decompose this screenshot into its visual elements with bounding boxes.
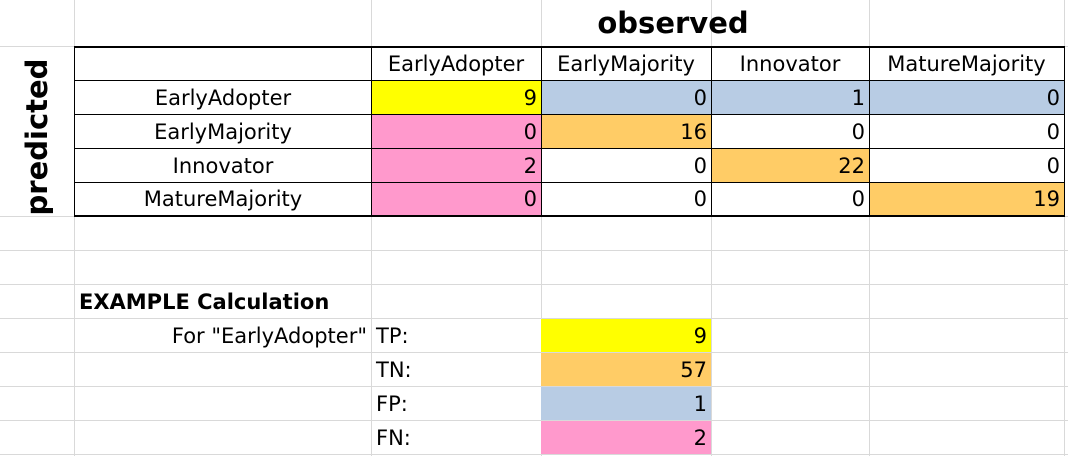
row-label-maturemajority[interactable]: MatureMajority	[143, 187, 303, 211]
matrix-fill-tp	[371, 81, 541, 115]
matrix-cell[interactable]: 0	[693, 153, 707, 178]
example-for-label[interactable]: For "EarlyAdopter"	[171, 323, 367, 348]
matrix-cell[interactable]: 19	[1033, 187, 1060, 211]
table-border	[869, 46, 870, 217]
column-header-maturemajority[interactable]: MatureMajority	[887, 52, 1046, 76]
gridline	[541, 0, 542, 456]
gridline	[371, 0, 372, 456]
gridline	[0, 454, 1068, 455]
table-border	[74, 80, 1065, 81]
example-value-tn[interactable]: 57	[541, 353, 711, 386]
column-header-innovator[interactable]: Innovator	[739, 52, 841, 76]
table-border	[711, 46, 712, 217]
matrix-cell[interactable]: 0	[1046, 119, 1060, 144]
table-border	[74, 182, 1065, 183]
example-value-tp[interactable]: 9	[541, 319, 711, 352]
matrix-cell[interactable]: 0	[523, 119, 537, 144]
matrix-cell[interactable]: 0	[1046, 85, 1060, 110]
example-heading[interactable]: EXAMPLE Calculation	[79, 289, 330, 314]
table-border	[74, 215, 1065, 217]
table-border	[1064, 46, 1065, 217]
gridline	[0, 250, 1068, 251]
example-label-fp[interactable]: FP:	[376, 391, 408, 416]
row-label-earlyadopter[interactable]: EarlyAdopter	[154, 85, 292, 110]
matrix-fill-tn	[711, 149, 869, 183]
gridline	[0, 318, 1068, 319]
matrix-cell[interactable]: 0	[693, 85, 707, 110]
example-label-tp[interactable]: TP:	[376, 323, 409, 348]
matrix-cell[interactable]: 1	[851, 85, 865, 110]
gridline	[1064, 0, 1065, 456]
example-value-fn[interactable]: 2	[541, 421, 711, 454]
table-border	[74, 114, 1065, 115]
matrix-cell[interactable]: 0	[523, 187, 537, 211]
column-header-earlyadopter[interactable]: EarlyAdopter	[387, 52, 525, 76]
example-value-fp[interactable]: 1	[541, 387, 711, 420]
matrix-fill-tn	[869, 183, 1064, 216]
observed-title: observed	[597, 6, 749, 40]
table-border	[74, 46, 1065, 48]
row-label-innovator[interactable]: Innovator	[172, 153, 274, 178]
example-label-fn[interactable]: FN:	[376, 425, 411, 450]
gridline	[74, 0, 75, 456]
table-border	[74, 46, 75, 217]
gridline	[0, 352, 1068, 353]
gridline	[0, 284, 1068, 285]
matrix-fill-tn	[541, 115, 711, 149]
matrix-fill-fn	[371, 149, 541, 183]
matrix-cell[interactable]: 0	[693, 187, 707, 211]
matrix-fill-fp	[711, 81, 869, 115]
matrix-fill-fn	[371, 115, 541, 149]
matrix-cell[interactable]: 0	[1046, 153, 1060, 178]
column-header-earlymajority[interactable]: EarlyMajority	[557, 52, 695, 76]
gridline	[711, 0, 712, 456]
matrix-cell[interactable]: 0	[851, 119, 865, 144]
gridline	[0, 386, 1068, 387]
matrix-cell[interactable]: 16	[680, 119, 707, 144]
predicted-title: predicted	[20, 58, 54, 216]
gridline	[0, 420, 1068, 421]
matrix-cell[interactable]: 9	[523, 85, 537, 110]
table-border	[541, 46, 542, 217]
matrix-cell[interactable]: 0	[851, 187, 865, 211]
row-label-earlymajority[interactable]: EarlyMajority	[154, 119, 292, 144]
table-border	[371, 46, 372, 217]
gridline	[869, 0, 870, 456]
table-border	[74, 148, 1065, 149]
matrix-fill-fp	[869, 81, 1064, 115]
matrix-fill-fn	[371, 183, 541, 216]
example-label-tn[interactable]: TN:	[376, 357, 412, 382]
matrix-cell[interactable]: 22	[838, 153, 865, 178]
matrix-cell[interactable]: 2	[523, 153, 537, 178]
matrix-fill-fp	[541, 81, 711, 115]
